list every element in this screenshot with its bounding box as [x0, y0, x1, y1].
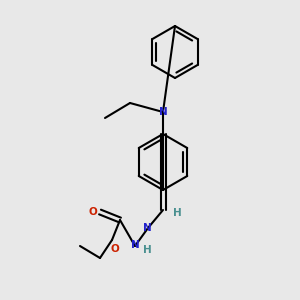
Text: N: N	[142, 223, 152, 233]
Text: N: N	[130, 240, 140, 250]
Text: N: N	[159, 107, 167, 117]
Text: O: O	[111, 244, 119, 254]
Text: O: O	[88, 207, 98, 217]
Text: H: H	[142, 245, 152, 255]
Text: H: H	[172, 208, 182, 218]
